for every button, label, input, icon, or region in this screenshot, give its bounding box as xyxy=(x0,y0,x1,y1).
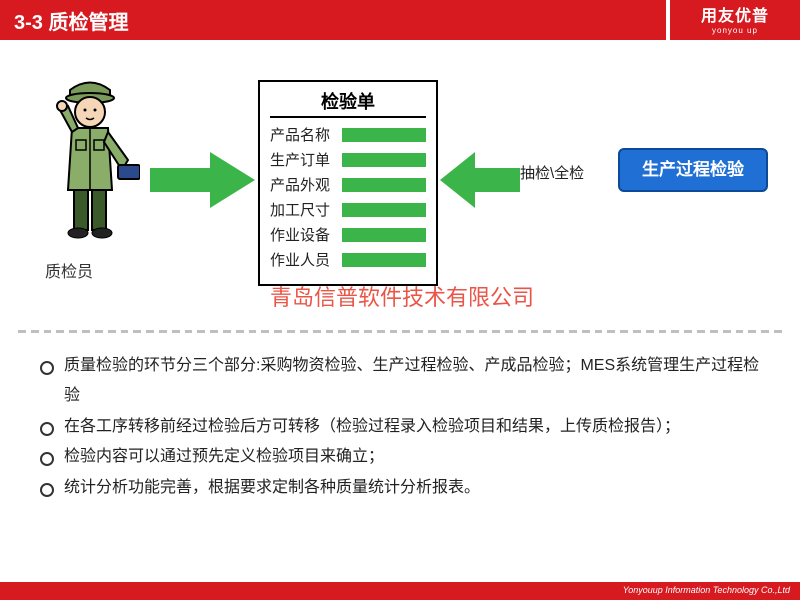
form-row-field xyxy=(342,128,426,142)
bullet-list: 质量检验的环节分三个部分:采购物资检验、生产过程检验、产成品检验；MES系统管理… xyxy=(40,351,760,503)
form-row-label: 产品外观 xyxy=(270,174,342,195)
bullet-item: 质量检验的环节分三个部分:采购物资检验、生产过程检验、产成品检验；MES系统管理… xyxy=(40,351,760,412)
bullet-item: 统计分析功能完善，根据要求定制各种质量统计分析报表。 xyxy=(40,473,760,503)
logo-subtext: yonyou up xyxy=(670,26,800,35)
form-row-label: 生产订单 xyxy=(270,149,342,170)
form-row-label: 产品名称 xyxy=(270,124,342,145)
form-row-field xyxy=(342,253,426,267)
inspector-icon xyxy=(40,70,140,245)
form-row: 生产订单 xyxy=(270,149,426,170)
inspection-form: 检验单 产品名称生产订单产品外观加工尺寸作业设备作业人员 xyxy=(258,80,438,286)
form-row: 产品名称 xyxy=(270,124,426,145)
bullet-item: 检验内容可以通过预先定义检验项目来确立； xyxy=(40,442,760,472)
bullet-item: 在各工序转移前经过检验后方可转移（检验过程录入检验项目和结果，上传质检报告）； xyxy=(40,412,760,442)
header: 3-3 质检管理 用友优普 yonyou up xyxy=(0,0,800,40)
form-row-label: 作业设备 xyxy=(270,224,342,245)
form-row: 产品外观 xyxy=(270,174,426,195)
process-inspection-button[interactable]: 生产过程检验 xyxy=(618,148,768,192)
logo-text: 用友优普 xyxy=(670,2,800,26)
inspector-label: 质检员 xyxy=(45,258,93,282)
form-row-field xyxy=(342,228,426,242)
footer: Yonyouup Information Technology Co.,Ltd xyxy=(0,582,800,600)
page-title: 3-3 质检管理 xyxy=(0,0,666,40)
form-row: 作业人员 xyxy=(270,249,426,270)
form-row-label: 作业人员 xyxy=(270,249,342,270)
form-row-label: 加工尺寸 xyxy=(270,199,342,220)
form-title: 检验单 xyxy=(270,88,426,118)
divider-line xyxy=(18,330,782,333)
diagram-area: 质检员 检验单 产品名称生产订单产品外观加工尺寸作业设备作业人员 抽检\全检 生… xyxy=(0,60,800,320)
arrow-right-icon xyxy=(150,150,255,215)
form-row-field xyxy=(342,153,426,167)
form-row: 作业设备 xyxy=(270,224,426,245)
form-row-field xyxy=(342,178,426,192)
form-row: 加工尺寸 xyxy=(270,199,426,220)
brand-logo: 用友优普 yonyou up xyxy=(670,0,800,40)
arrow-left-icon xyxy=(440,150,520,215)
check-type-label: 抽检\全检 xyxy=(520,162,584,183)
form-row-field xyxy=(342,203,426,217)
